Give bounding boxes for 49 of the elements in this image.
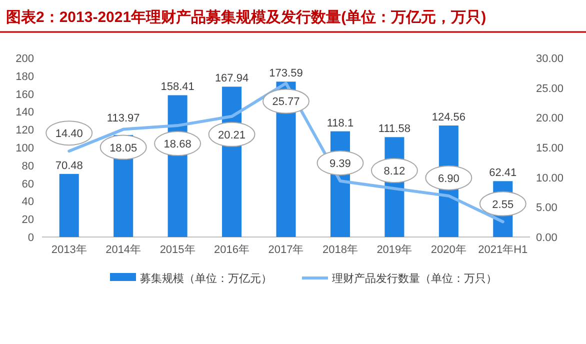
x-tick-label: 2021年H1 (478, 244, 528, 256)
x-tick-label: 2013年 (51, 244, 87, 256)
data-label: 173.59 (269, 68, 303, 80)
data-label: 25.77 (272, 96, 300, 108)
data-label: 18.68 (164, 138, 192, 151)
data-label: 124.56 (432, 112, 466, 124)
data-label: 14.40 (55, 128, 83, 140)
legend-label: 募集规模（单位：万亿元） (140, 272, 272, 285)
y-tick-label: 140 (16, 106, 34, 119)
y2-tick-label: 30.00 (536, 53, 564, 65)
data-label: 158.41 (160, 81, 194, 94)
y-tick-label: 160 (16, 88, 34, 101)
y-tick-label: 200 (16, 53, 34, 65)
bar (59, 174, 79, 237)
y-tick-label: 60 (22, 178, 34, 190)
data-label: 62.41 (489, 167, 517, 180)
y-tick-label: 120 (16, 124, 34, 137)
x-tick-label: 2016年 (214, 244, 250, 256)
data-label: 111.58 (378, 123, 410, 136)
x-tick-label: 2018年 (322, 244, 358, 256)
data-label: 70.48 (55, 160, 83, 172)
legend-label: 理财产品发行数量（单位：万只） (332, 272, 497, 285)
y2-tick-label: 15.00 (536, 142, 564, 154)
y2-tick-label: 10.00 (536, 172, 564, 184)
x-tick-label: 2019年 (376, 244, 412, 256)
data-label: 9.39 (330, 158, 351, 170)
y-tick-label: 40 (22, 196, 34, 208)
data-label: 20.21 (218, 129, 246, 142)
y-tick-label: 80 (22, 160, 34, 172)
y-tick-label: 180 (16, 70, 34, 83)
data-label: 6.90 (438, 172, 460, 185)
x-tick-label: 2017年 (268, 244, 304, 256)
data-label: 113.97 (106, 112, 140, 124)
y2-tick-label: 0.00 (536, 232, 558, 244)
y-tick-label: 20 (22, 214, 34, 226)
y2-tick-label: 5.00 (536, 202, 558, 214)
data-label: 118.1 (326, 117, 354, 130)
data-label: 2.55 (492, 198, 514, 211)
y-tick-label: 100 (16, 142, 34, 154)
y2-tick-label: 20.00 (536, 112, 564, 125)
data-label: 8.12 (384, 166, 406, 178)
data-label: 18.05 (110, 142, 138, 154)
x-tick-label: 2015年 (160, 244, 196, 256)
chart-title: 图表2：2013-2021年理财产品募集规模及发行数量(单位：万亿元，万只) (6, 9, 486, 26)
x-tick-label: 2014年 (106, 244, 142, 256)
data-label: 167.94 (214, 72, 249, 85)
y2-tick-label: 25.00 (536, 82, 564, 95)
x-tick-label: 2020年 (430, 244, 466, 256)
y-tick-label: 0 (28, 232, 34, 244)
